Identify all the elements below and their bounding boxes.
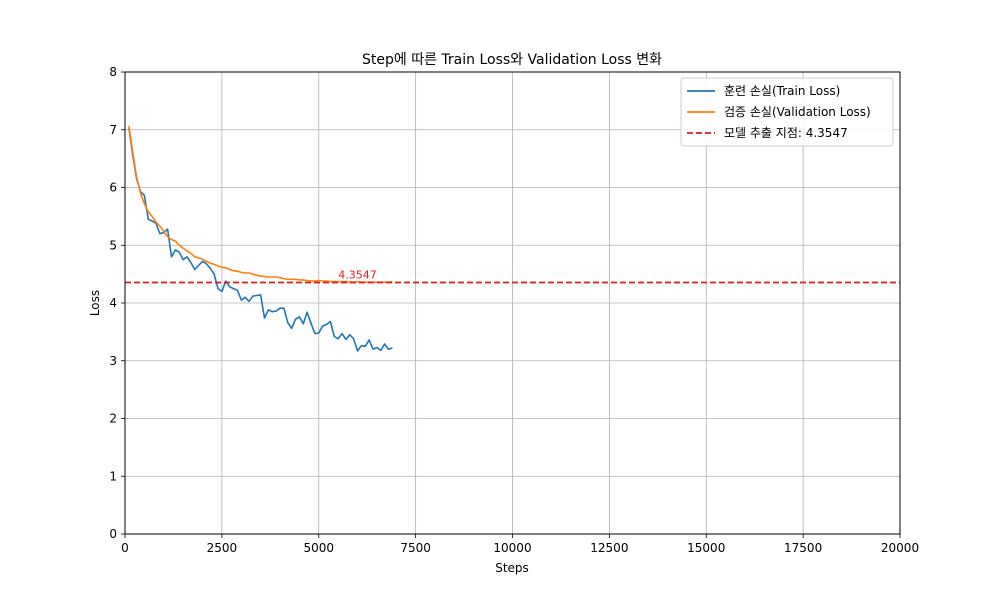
y-tick-label: 1 bbox=[109, 469, 117, 483]
y-tick-label: 8 bbox=[109, 65, 117, 79]
x-tick-label: 0 bbox=[121, 541, 129, 555]
x-tick-label: 20000 bbox=[881, 541, 919, 555]
x-tick-label: 17500 bbox=[784, 541, 822, 555]
train-loss-line bbox=[128, 127, 393, 352]
legend-model-extraction-label: 모델 추출 지점: 4.3547 bbox=[724, 126, 848, 140]
y-axis-ticks: 0 1 2 3 4 5 6 7 8 bbox=[109, 65, 125, 541]
y-tick-label: 6 bbox=[109, 181, 117, 195]
y-tick-label: 4 bbox=[109, 296, 117, 310]
x-axis-ticks: 0 2500 5000 7500 10000 12500 15000 17500 20000 bbox=[121, 534, 919, 555]
legend-train-loss-label: 훈련 손실(Train Loss) bbox=[724, 84, 840, 98]
x-tick-label: 5000 bbox=[303, 541, 334, 555]
y-tick-label: 7 bbox=[109, 123, 117, 137]
model-extraction-annotation: 4.3547 bbox=[338, 269, 377, 282]
validation-loss-line bbox=[128, 125, 393, 284]
y-tick-label: 2 bbox=[109, 412, 117, 426]
legend-box bbox=[680, 77, 894, 147]
threshold-line-group: 4.3547 bbox=[125, 269, 900, 284]
y-tick-label: 3 bbox=[109, 354, 117, 368]
y-tick-label: 0 bbox=[109, 527, 117, 541]
legend-validation-loss-label: 검증 손실(Validation Loss) bbox=[724, 105, 871, 119]
legend: 훈련 손실(Train Loss) 검증 손실(Validation Loss) 모… bbox=[680, 77, 894, 147]
x-tick-label: 2500 bbox=[207, 541, 238, 555]
x-tick-label: 10000 bbox=[493, 541, 531, 555]
series-lines bbox=[128, 125, 393, 352]
chart-title: Step에 따른 Train Loss와 Validation Loss 변화 bbox=[362, 52, 662, 68]
x-axis-label: Steps bbox=[495, 561, 529, 575]
y-tick-label: 5 bbox=[109, 238, 117, 252]
plot-area-frame bbox=[124, 71, 901, 535]
x-tick-label: 12500 bbox=[590, 541, 628, 555]
x-tick-label: 15000 bbox=[687, 541, 725, 555]
y-axis-label: Loss bbox=[88, 290, 102, 316]
x-tick-label: 7500 bbox=[400, 541, 431, 555]
